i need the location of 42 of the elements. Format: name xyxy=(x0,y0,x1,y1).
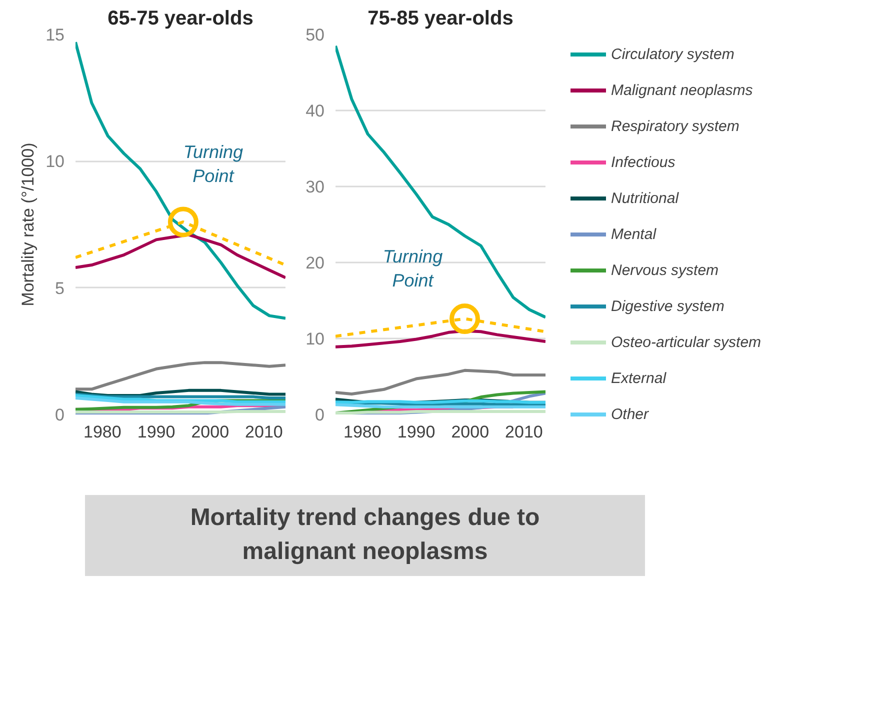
y-tick-label: 15 xyxy=(46,26,65,44)
y-tick-label: 30 xyxy=(306,178,325,196)
chart-title: 65-75 year-olds xyxy=(108,8,254,30)
y-tick-label: 40 xyxy=(306,102,325,120)
x-tick-label: 2000 xyxy=(191,422,230,442)
annotation: Turning Point xyxy=(382,246,443,291)
line-series xyxy=(76,233,286,280)
chart-title: 75-85 year-olds xyxy=(368,8,514,30)
annotation: Turning Point xyxy=(183,142,244,186)
x-tick-label: 1980 xyxy=(84,422,122,442)
y-tick-label: 0 xyxy=(315,406,325,424)
y-tick-label: 20 xyxy=(306,254,325,272)
line-series xyxy=(336,44,546,319)
x-tick-label: 1990 xyxy=(137,422,176,442)
y-tick-label: 50 xyxy=(306,26,325,44)
legend-label: External xyxy=(611,370,666,386)
legend-label: Respiratory system xyxy=(611,118,740,134)
x-tick-label: 2010 xyxy=(505,422,543,442)
legend-label: Nervous system xyxy=(611,262,719,278)
y-tick-label: 10 xyxy=(306,330,325,348)
line-series xyxy=(76,396,286,406)
text: Mortality trend changes due to malignant neoplasms xyxy=(85,495,645,576)
legend-label: Circulatory system xyxy=(611,46,734,62)
legend-label: Mental xyxy=(611,226,656,242)
line-series xyxy=(76,361,286,391)
y-axis-title: Mortality rate (°/1000) xyxy=(18,142,38,306)
x-tick-label: 2010 xyxy=(245,422,283,442)
legend-label: Infectious xyxy=(611,154,676,170)
y-tick-label: 5 xyxy=(55,278,65,298)
legend-label: Nutritional xyxy=(611,190,679,206)
y-tick-label: 0 xyxy=(55,406,65,424)
line-series xyxy=(76,40,286,320)
line-series xyxy=(336,368,546,396)
line-series xyxy=(336,329,546,348)
legend-label: Malignant neoplasms xyxy=(611,82,753,98)
x-tick-label: 2000 xyxy=(451,422,490,442)
x-tick-label: 1980 xyxy=(344,422,382,442)
legend-label: Osteo-articular system xyxy=(611,334,762,350)
legend-label: Other xyxy=(611,406,649,422)
legend-label: Digestive system xyxy=(611,298,724,314)
y-tick-label: 10 xyxy=(46,152,65,172)
x-tick-label: 1990 xyxy=(397,422,436,442)
